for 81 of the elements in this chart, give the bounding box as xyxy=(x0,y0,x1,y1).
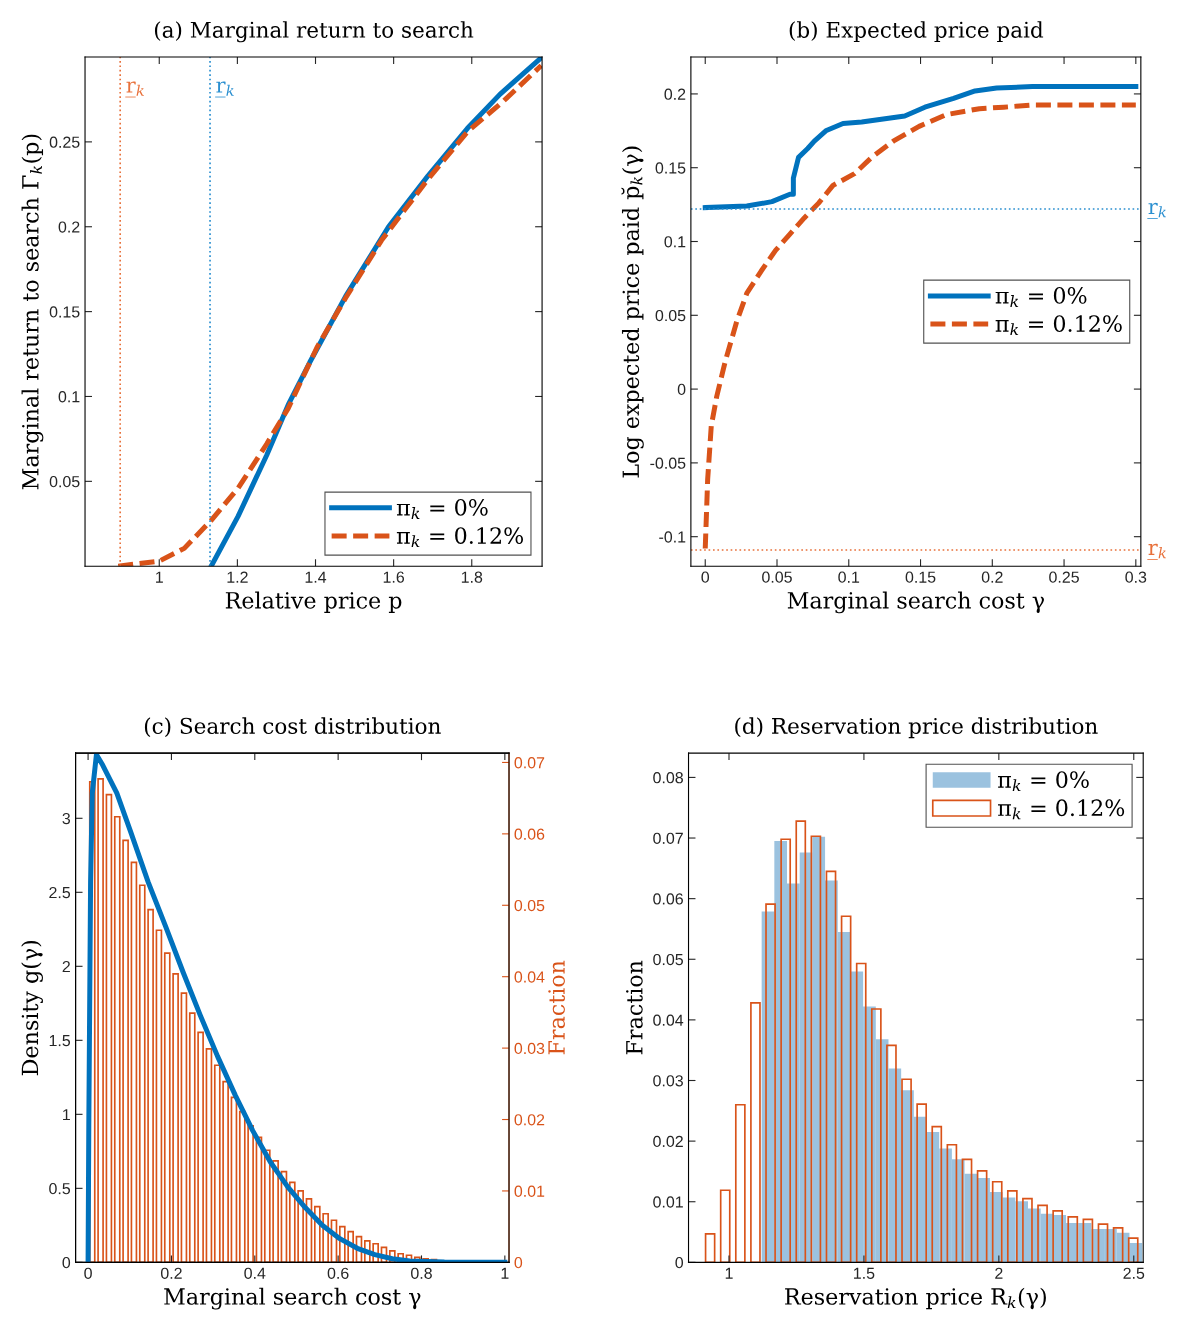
x-tick-label: 1 xyxy=(501,1267,509,1279)
x-axis-title: Relative price p xyxy=(225,591,402,614)
y-tick-label: 3 xyxy=(62,812,71,825)
legend-label: π$_{k}$ = 0.12% xyxy=(995,315,1122,336)
y2-tick-label: 0.03 xyxy=(514,1042,545,1055)
x-tick-label: 0.1 xyxy=(838,571,860,583)
y2-tick-label: 0.07 xyxy=(514,757,545,769)
y2-tick-label: 0.04 xyxy=(514,971,545,983)
y-tick-label: 0.03 xyxy=(653,1075,683,1087)
x-tick-label: 0.15 xyxy=(905,571,936,583)
x-tick-label: 0.25 xyxy=(1049,571,1079,583)
legend-label: π$_{k}$ = 0.12% xyxy=(998,799,1125,820)
x-tick-label: 0.05 xyxy=(762,571,792,583)
y-tick-label: 0.25 xyxy=(49,136,80,148)
y-tick-label: 0.01 xyxy=(653,1196,683,1208)
y-tick-label: 0.05 xyxy=(655,309,686,322)
x-tick-label: 0.2 xyxy=(981,571,1003,583)
x-axis-title: Marginal search cost γ xyxy=(787,591,1044,614)
x-tick-label: 0.8 xyxy=(411,1267,432,1279)
ref-line-label: r̲$_{k}$ xyxy=(125,81,144,98)
x-axis-title: Reservation price R$_{k}$(γ) xyxy=(785,1287,1046,1310)
x-tick-label: 2 xyxy=(995,1267,1003,1279)
ref-line-label: r̲$_{k}$ xyxy=(1147,202,1166,219)
x-tick-label: 1.8 xyxy=(461,571,483,583)
y-tick-label: 0 xyxy=(675,1256,684,1269)
y-tick-label: 0.1 xyxy=(664,236,686,248)
y-axis-title: Fraction xyxy=(626,960,643,1055)
x-tick-label: 1.6 xyxy=(383,571,405,583)
y2-tick-label: 0 xyxy=(514,1256,523,1269)
x-tick-label: 0 xyxy=(84,1267,92,1279)
y-tick-label: 0.04 xyxy=(653,1014,684,1026)
y-tick-label: 0.1 xyxy=(58,391,80,403)
y-tick-label: 0 xyxy=(62,1256,71,1269)
legend-label: π$_{k}$ = 0.12% xyxy=(396,527,523,548)
chart-title: (a) Marginal return to search xyxy=(154,21,474,43)
y2-axis-title: Fraction xyxy=(548,960,565,1055)
y2-tick-label: 0.05 xyxy=(514,899,545,912)
chart-title: (d) Reservation price distribution xyxy=(735,717,1098,739)
x-tick-label: 2.5 xyxy=(1123,1267,1145,1279)
y-tick-label: 0.2 xyxy=(58,221,80,233)
y2-tick-label: 0.02 xyxy=(514,1114,545,1126)
y-tick-label: 0.08 xyxy=(653,772,683,784)
ref-line-label: r̲$_{k}$ xyxy=(215,81,234,98)
x-tick-label: 1.2 xyxy=(227,571,248,583)
x-tick-label: 1.5 xyxy=(854,1267,875,1279)
y-tick-label: 0.15 xyxy=(655,162,686,174)
y-axis-title: Density g(γ) xyxy=(21,940,43,1076)
x-tick-label: 0.3 xyxy=(1125,571,1147,583)
x-tick-label: 1 xyxy=(725,1267,733,1279)
y-tick-label: 0 xyxy=(677,383,686,396)
y-tick-label: -0.05 xyxy=(650,457,686,469)
chart-title: (c) Search cost distribution xyxy=(144,717,441,738)
y-tick-label: 1 xyxy=(63,1109,70,1121)
x-tick-label: 1 xyxy=(156,571,163,583)
legend-label: π$_{k}$ = 0% xyxy=(995,286,1087,307)
x-tick-label: 0.6 xyxy=(327,1267,349,1279)
legend-label: π$_{k}$ = 0% xyxy=(998,771,1089,792)
chart-title: (b) Expected price paid xyxy=(789,21,1044,43)
y-tick-label: 1.5 xyxy=(49,1035,71,1047)
y-tick-label: 0.2 xyxy=(664,88,686,100)
x-tick-label: 1.4 xyxy=(305,571,327,583)
y-tick-label: 0.05 xyxy=(653,953,683,966)
x-axis-title: Marginal search cost γ xyxy=(164,1287,421,1310)
y2-tick-label: 0.06 xyxy=(514,828,545,840)
y-tick-label: 0.07 xyxy=(653,832,683,844)
legend-label: π$_{k}$ = 0% xyxy=(396,498,488,519)
x-tick-label: 0.2 xyxy=(160,1267,182,1279)
y-tick-label: 0.02 xyxy=(653,1135,683,1148)
y-axis-title: Log expected price paid p̆$_{k}$(γ) xyxy=(621,146,644,478)
x-tick-label: 0.4 xyxy=(244,1267,266,1279)
y-tick-label: -0.1 xyxy=(659,531,686,543)
y-axis-title: Marginal return to search Γ$_{k}$(p) xyxy=(21,134,44,490)
y-tick-label: 0.15 xyxy=(49,306,80,318)
y2-tick-label: 0.01 xyxy=(514,1185,545,1197)
y-tick-label: 0.5 xyxy=(49,1182,71,1195)
y-tick-label: 0.05 xyxy=(49,475,80,488)
y-tick-label: 2 xyxy=(62,960,70,973)
x-tick-label: 0 xyxy=(701,571,710,583)
y-tick-label: 0.06 xyxy=(653,893,683,905)
ref-line-label: r̲$_{k}$ xyxy=(1147,543,1166,560)
y-tick-label: 2.5 xyxy=(49,886,71,899)
